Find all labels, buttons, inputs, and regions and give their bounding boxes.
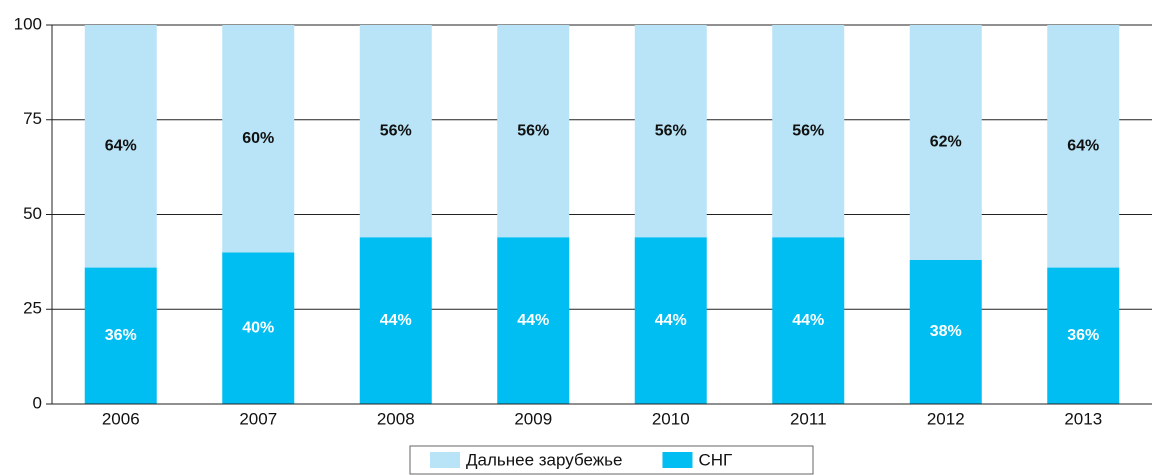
data-label: 62%	[930, 134, 962, 151]
bar-segment	[634, 25, 707, 238]
y-tick-label: 75	[23, 109, 42, 128]
legend-label: Дальнее зарубежье	[466, 450, 622, 469]
bar-segment	[909, 259, 982, 404]
data-label: 44%	[792, 312, 824, 329]
legend-box	[409, 445, 814, 475]
data-label: 56%	[517, 122, 549, 139]
x-tick-label: 2009	[514, 409, 552, 428]
x-tick-label: 2011	[790, 409, 827, 428]
y-tick-label: 25	[23, 299, 42, 318]
data-label: 44%	[517, 312, 549, 329]
x-tick-label: 2006	[102, 409, 140, 428]
data-label: 44%	[655, 312, 687, 329]
bar-segment	[772, 25, 845, 238]
data-label: 36%	[105, 327, 137, 344]
bar-segment	[222, 25, 295, 253]
bar-segment	[222, 252, 295, 404]
legend-label: СНГ	[698, 450, 732, 469]
bar-segment	[497, 25, 570, 238]
y-tick-label: 50	[23, 204, 42, 223]
data-label: 38%	[930, 323, 962, 340]
legend-swatch	[662, 452, 693, 468]
data-label: 64%	[1067, 137, 1099, 154]
bar-segment	[497, 237, 570, 404]
data-label: 40%	[242, 319, 274, 336]
data-label: 44%	[380, 312, 412, 329]
bar-segment	[909, 25, 982, 260]
bar-segment	[634, 237, 707, 404]
x-tick-label: 2013	[1064, 409, 1102, 428]
data-label: 56%	[380, 122, 412, 139]
data-label: 64%	[105, 137, 137, 154]
data-label: 56%	[655, 122, 687, 139]
x-tick-label: 2012	[927, 409, 965, 428]
y-tick-label: 0	[33, 393, 42, 412]
x-tick-label: 2007	[239, 409, 277, 428]
bar-segment	[359, 237, 432, 404]
x-tick-label: 2008	[377, 409, 415, 428]
bar-segment	[84, 267, 157, 404]
bar-segment	[359, 25, 432, 238]
y-tick-label: 100	[14, 14, 42, 33]
bar-segment	[84, 25, 157, 268]
data-label: 60%	[242, 130, 274, 147]
bar-segment	[1047, 25, 1120, 268]
legend-swatch	[430, 452, 460, 468]
x-tick-label: 2010	[652, 409, 690, 428]
data-label: 36%	[1067, 327, 1099, 344]
bar-segment	[772, 237, 845, 404]
data-label: 56%	[792, 122, 824, 139]
bar-segment	[1047, 267, 1120, 404]
